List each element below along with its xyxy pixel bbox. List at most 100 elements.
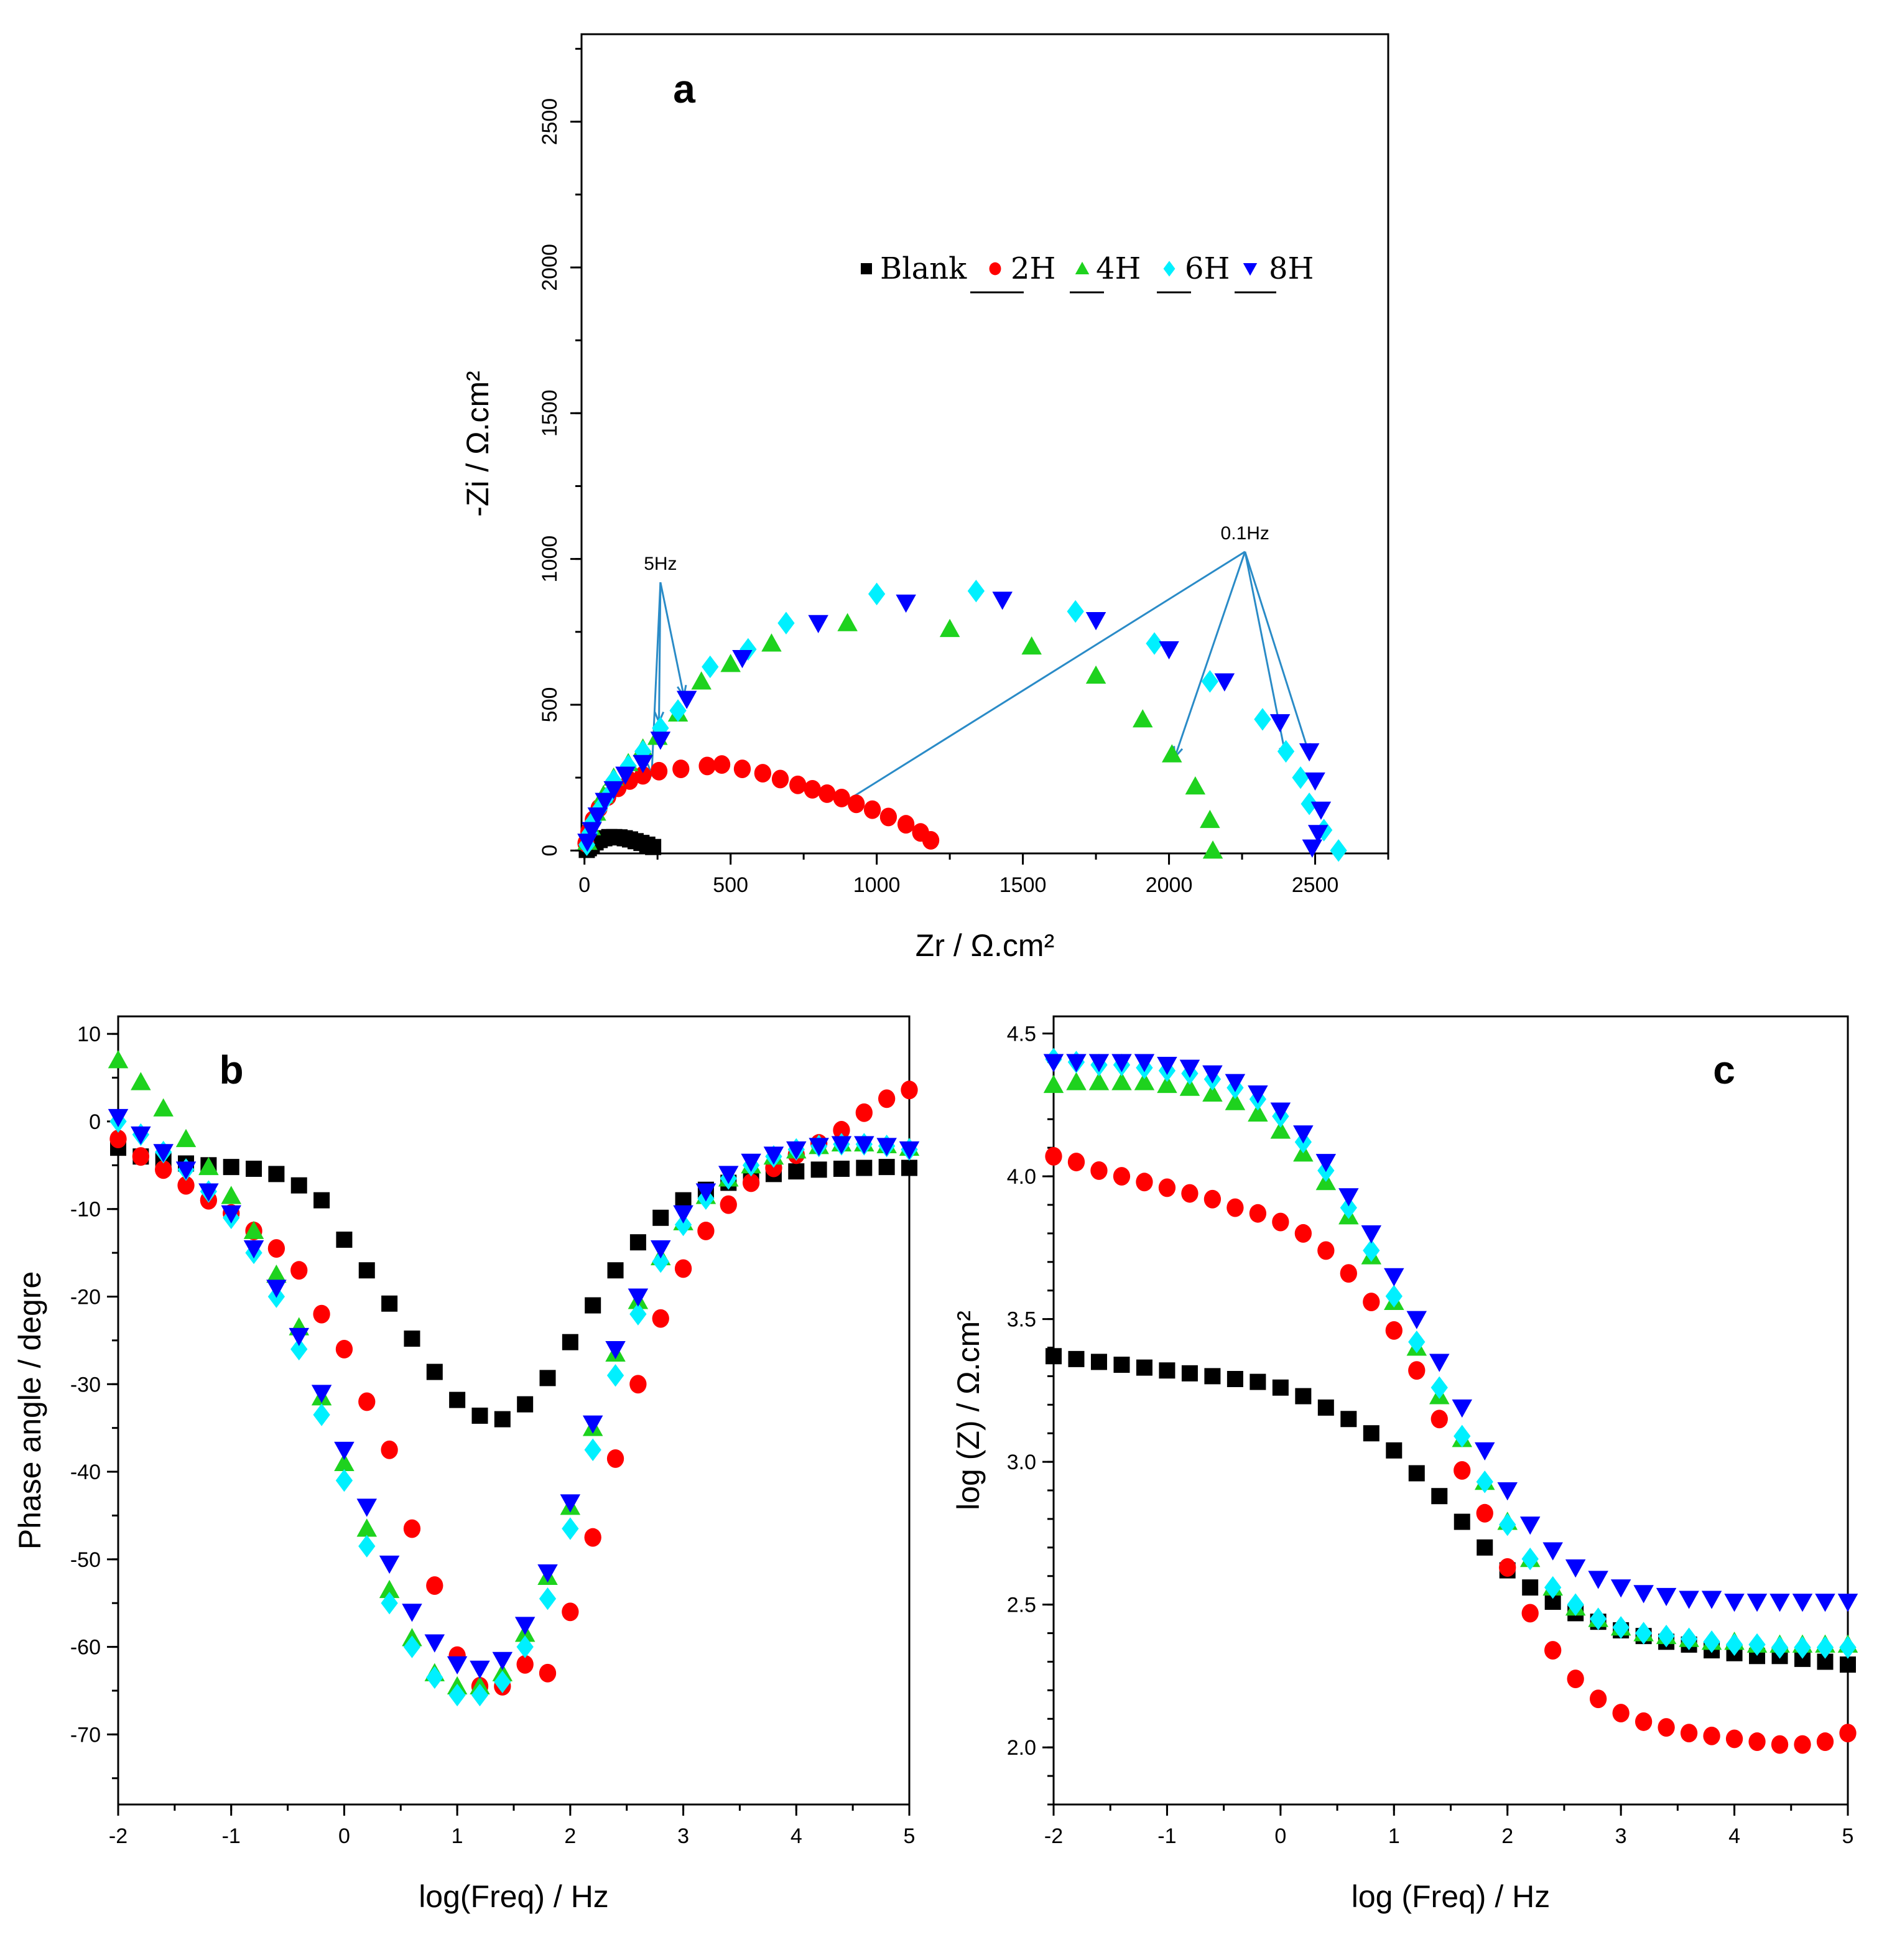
- data-point: [1363, 1293, 1380, 1312]
- data-point: [1408, 1331, 1426, 1354]
- data-point: [1203, 1189, 1222, 1209]
- data-point: [1227, 1371, 1243, 1388]
- data-point: [584, 1528, 601, 1547]
- data-point: [470, 1660, 490, 1679]
- data-point: [1204, 1368, 1221, 1385]
- data-point: [132, 1147, 149, 1166]
- data-point: [763, 1146, 784, 1165]
- x-tick-label: -2: [1044, 1824, 1063, 1848]
- data-point: [901, 1159, 917, 1176]
- legend-label: 4H: [1096, 251, 1141, 286]
- data-point: [356, 1518, 378, 1537]
- data-point: [1431, 1376, 1448, 1399]
- data-point: [899, 1141, 920, 1160]
- data-point: [1317, 1399, 1334, 1416]
- data-point: [761, 633, 782, 652]
- x-tick-label: 0: [578, 873, 590, 897]
- data-point: [1293, 1125, 1314, 1144]
- data-point: [837, 613, 858, 631]
- data-point: [605, 1340, 626, 1360]
- series-blank: [1046, 1348, 1856, 1673]
- x-tick-label: 1: [1388, 1824, 1400, 1848]
- data-point: [1338, 1188, 1359, 1207]
- data-point: [1340, 1264, 1357, 1283]
- data-point: [1136, 1359, 1152, 1376]
- data-point: [1837, 1594, 1858, 1612]
- data-point: [1295, 1388, 1312, 1405]
- data-point: [1633, 1585, 1654, 1604]
- data-point: [514, 1617, 536, 1635]
- data-point: [1136, 1173, 1153, 1192]
- plot-frame: [580, 33, 1389, 855]
- legend-marker: [1075, 261, 1090, 274]
- data-point: [1214, 673, 1235, 692]
- data-point: [1544, 1576, 1562, 1599]
- y-tick-label: 0: [538, 845, 562, 857]
- legend-label: 6H: [1185, 251, 1230, 286]
- x-tick-label: 1: [452, 1824, 463, 1848]
- data-point: [1588, 1571, 1608, 1589]
- data-point: [1497, 1482, 1518, 1501]
- data-point: [754, 764, 772, 783]
- y-tick-label: 4.5: [1007, 1023, 1036, 1046]
- data-point: [1085, 612, 1106, 631]
- data-point: [335, 1469, 353, 1492]
- y-tick-label: 2.0: [1007, 1736, 1036, 1760]
- data-point: [1567, 1670, 1584, 1688]
- data-point: [198, 1156, 219, 1176]
- data-point: [645, 838, 662, 855]
- data-point: [856, 1159, 873, 1176]
- y-tick-label: 0: [89, 1110, 101, 1134]
- y-tick-label: -30: [70, 1373, 101, 1396]
- data-point: [1431, 1410, 1448, 1429]
- data-point: [1113, 1167, 1131, 1186]
- data-point: [582, 822, 602, 840]
- data-point: [1815, 1594, 1835, 1612]
- data-point: [833, 1160, 850, 1177]
- data-point: [1270, 1102, 1291, 1121]
- data-point: [652, 1309, 669, 1328]
- legend-label: 8H: [1269, 251, 1314, 286]
- data-point: [311, 1385, 332, 1403]
- data-point: [1179, 1077, 1200, 1096]
- legend-marker: [1163, 261, 1176, 277]
- data-point: [742, 1173, 760, 1192]
- data-point: [403, 1635, 421, 1658]
- x-tick-label: 4: [1728, 1824, 1740, 1848]
- data-point: [587, 807, 608, 826]
- data-point: [1590, 1607, 1607, 1630]
- data-point: [1429, 1354, 1450, 1372]
- data-point: [221, 1205, 241, 1224]
- data-point: [1680, 1724, 1698, 1743]
- data-point: [1521, 1604, 1539, 1623]
- data-point: [1361, 1225, 1382, 1244]
- data-point: [1090, 1354, 1107, 1370]
- panel-label: a: [673, 67, 695, 111]
- data-point: [1385, 1321, 1403, 1340]
- data-point: [1157, 1057, 1177, 1075]
- data-point: [1519, 1516, 1541, 1535]
- x-tick-label: 3: [1615, 1824, 1627, 1848]
- data-point: [1477, 1539, 1493, 1556]
- data-point: [1067, 600, 1084, 623]
- data-point: [1085, 665, 1106, 684]
- data-point: [669, 699, 687, 722]
- data-point: [818, 784, 836, 803]
- data-point: [1565, 1559, 1586, 1578]
- y-tick-label: 1000: [538, 536, 562, 583]
- data-point: [1612, 1704, 1630, 1723]
- data-point: [1201, 670, 1218, 693]
- data-point: [381, 1295, 398, 1312]
- data-point: [674, 1213, 692, 1237]
- data-point: [289, 1327, 309, 1347]
- y-tick-label: 3.5: [1007, 1308, 1036, 1332]
- data-point: [1045, 1146, 1062, 1166]
- data-point: [381, 1440, 398, 1459]
- data-point: [1272, 1212, 1289, 1232]
- data-point: [1454, 1461, 1471, 1480]
- data-point: [901, 1080, 918, 1100]
- y-tick-label: 10: [77, 1023, 101, 1046]
- data-point: [1225, 1074, 1246, 1092]
- data-point: [804, 779, 821, 799]
